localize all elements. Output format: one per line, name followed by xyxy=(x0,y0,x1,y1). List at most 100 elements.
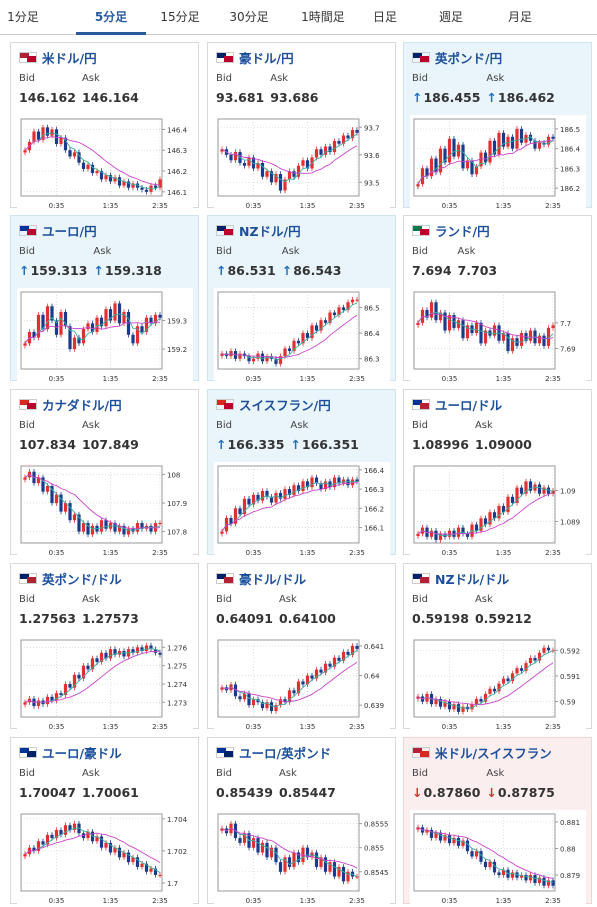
candle-body xyxy=(36,841,41,851)
candle-body xyxy=(533,140,537,149)
pair-title-link[interactable]: 米ドル/スイスフラン xyxy=(412,744,552,761)
ask-label: Ask xyxy=(290,420,309,431)
price-chart[interactable]: 7.7 7.69 0:35 1:35 2:35 xyxy=(410,288,586,387)
pair-title-link[interactable]: ランド/円 xyxy=(412,222,490,239)
price-chart[interactable]: 1.09 1.089 0:35 1:35 2:35 xyxy=(410,462,586,561)
price-chart[interactable]: 0.592 0.591 0.59 0:35 1:35 2:35 xyxy=(410,636,586,735)
pair-title-link[interactable]: 英ポンド/円 xyxy=(412,49,502,66)
rate-card[interactable]: 米ドル/スイスフラン Bid Ask ↓0.87860 ↓0.87875 0.881 0.8… xyxy=(403,737,592,907)
pair-title-link[interactable]: ユーロ/ドル xyxy=(412,396,502,413)
y-tick-label: 159.3 xyxy=(167,318,187,326)
candle-body xyxy=(528,875,533,881)
tab-timeframe[interactable]: 日足 xyxy=(372,10,397,24)
pair-title-link[interactable]: ユーロ/豪ドル xyxy=(19,744,122,761)
rate-card[interactable]: 英ポンド/ドル Bid Ask 1.27563 1.27573 1.276 1.275 1.2… xyxy=(10,563,199,735)
price-chart[interactable]: 146.4 146.3 146.2 146.1 0:35 1:35 2:35 xyxy=(17,115,193,214)
y-tick-label: 107.9 xyxy=(167,500,187,508)
tab-timeframe[interactable]: 月足 xyxy=(507,10,532,24)
candle-body xyxy=(59,693,63,695)
candle-body xyxy=(461,320,465,339)
rate-card[interactable]: ユーロ/英ポンド Bid Ask 0.85439 0.85447 0.8555 0.855 0… xyxy=(207,737,396,907)
price-chart[interactable]: 0.881 0.88 0.879 0:35 1:35 2:35 xyxy=(410,810,586,907)
y-tick-label: 146.2 xyxy=(167,168,187,176)
candle-body xyxy=(515,668,519,674)
bid-label: Bid xyxy=(19,594,35,605)
rate-card[interactable]: 豪ドル/円 Bid Ask 93.681 93.686 93.7 93.6 93.5 0:35 1… xyxy=(207,42,396,214)
pair-title-link[interactable]: NZドル/円 xyxy=(216,222,301,239)
price-chart[interactable]: 186.5 186.4 186.3 186.2 0:35 1:35 2:35 xyxy=(410,115,586,214)
x-tick-label: 1:35 xyxy=(300,549,316,557)
candle-body xyxy=(328,146,332,152)
rate-card[interactable]: ユーロ/ドル Bid Ask 1.08996 1.09000 1.09 1.089 0:35 1… xyxy=(403,389,592,561)
candle-body xyxy=(233,152,238,161)
rate-card[interactable]: ランド/円 Bid Ask 7.694 7.703 7.7 7.69 0:35 1:35 2:35 xyxy=(403,215,592,387)
pair-title-link[interactable]: 豪ドル/ドル xyxy=(216,570,306,587)
candle-body xyxy=(314,325,319,331)
candle-body xyxy=(519,875,524,878)
candlestick-chart: 1.09 1.089 0:35 1:35 2:35 xyxy=(413,465,580,557)
y-tick-label: 7.7 xyxy=(560,320,571,328)
pair-title-link[interactable]: カナダドル/円 xyxy=(19,396,122,413)
rate-card[interactable]: ユーロ/豪ドル Bid Ask 1.70047 1.70061 1.704 1.702 1.7… xyxy=(10,737,199,907)
price-chart[interactable]: 1.704 1.702 1.7 0:35 1:35 2:35 xyxy=(17,810,193,907)
rate-card[interactable]: 米ドル/円 Bid Ask 146.162 146.164 146.4 146.3 146.2… xyxy=(10,42,199,214)
pair-title-link[interactable]: スイスフラン/円 xyxy=(216,396,331,413)
candle-body xyxy=(135,857,140,867)
candle-body xyxy=(447,701,452,710)
candle-body xyxy=(72,823,77,831)
ask-price: 166.351 xyxy=(301,437,359,452)
price-chart[interactable]: 0.8555 0.855 0.8545 0:35 1:35 2:35 xyxy=(214,810,390,907)
tab-timeframe[interactable]: 15分足 xyxy=(160,10,200,24)
pair-title-link[interactable]: 豪ドル/円 xyxy=(216,49,294,66)
tab-timeframe[interactable]: 30分足 xyxy=(229,10,269,24)
candle-body xyxy=(465,533,470,537)
pair-title-link[interactable]: 米ドル/円 xyxy=(19,49,97,66)
price-chart[interactable]: 159.3 159.2 0:35 1:35 2:35 xyxy=(17,288,193,387)
candle-body xyxy=(296,485,301,492)
ask-price: 0.85447 xyxy=(278,785,336,800)
candle-body xyxy=(483,861,488,868)
price-chart[interactable]: 166.4 166.3 166.2 166.1 0:35 1:35 2:35 xyxy=(214,462,390,561)
rate-card[interactable]: 豪ドル/ドル Bid Ask 0.64091 0.64100 0.641 0.64 0.639… xyxy=(207,563,396,735)
candle-body xyxy=(438,699,443,707)
pair-title-link[interactable]: ユーロ/英ポンド xyxy=(216,744,331,761)
price-chart[interactable]: 108 107.9 107.8 0:35 1:35 2:35 xyxy=(17,462,193,561)
tab-timeframe[interactable]: 1分足 xyxy=(7,10,39,24)
candle-body xyxy=(144,189,149,192)
candle-body xyxy=(519,128,524,143)
tab-timeframe[interactable]: 5分足 xyxy=(76,0,146,35)
price-chart[interactable]: 86.5 86.4 86.3 0:35 1:35 2:35 xyxy=(214,288,390,387)
rate-card[interactable]: NZドル/ドル Bid Ask 0.59198 0.59212 0.592 0.591 0.5… xyxy=(403,563,592,735)
rate-card[interactable]: カナダドル/円 Bid Ask 107.834 107.849 108 107.9 107.8… xyxy=(10,389,199,561)
rate-card[interactable]: NZドル/円 Bid Ask ↑86.531 ↑86.543 86.5 86.4 86.3 0:… xyxy=(207,215,396,387)
candle-body xyxy=(524,875,528,881)
candle-body xyxy=(350,645,355,655)
tab-timeframe[interactable]: 1時間足 xyxy=(301,10,345,24)
pair-title-link[interactable]: NZドル/ドル xyxy=(412,570,509,587)
pair-title-link[interactable]: ユーロ/円 xyxy=(19,222,97,239)
candle-body xyxy=(296,340,301,344)
arrow-up-icon: ↑ xyxy=(93,263,104,278)
candle-body xyxy=(104,175,108,180)
candle-body xyxy=(149,317,153,324)
price-chart[interactable]: 1.276 1.275 1.274 1.273 0:35 1:35 2:35 xyxy=(17,636,193,735)
bid-label: Bid xyxy=(412,768,428,779)
rate-card[interactable]: 英ポンド/円 Bid Ask ↑186.455 ↑186.462 186.5 186.4 18… xyxy=(403,42,592,214)
pair-title-link[interactable]: 英ポンド/ドル xyxy=(19,570,122,587)
price-chart[interactable]: 0.641 0.64 0.639 0:35 1:35 2:35 xyxy=(214,636,390,735)
rate-card[interactable]: ユーロ/円 Bid Ask ↑159.313 ↑159.318 159.3 159.2 0:3… xyxy=(10,215,199,387)
rate-card[interactable]: スイスフラン/円 Bid Ask ↑166.335 ↑166.351 166.4 166.3… xyxy=(207,389,396,561)
bid-value: 107.834 xyxy=(19,437,76,452)
bid-price: 1.70047 xyxy=(19,785,76,800)
tab-timeframe[interactable]: 週足 xyxy=(438,10,463,24)
candle-body xyxy=(551,880,555,886)
candle-body xyxy=(465,840,470,852)
bid-label: Bid xyxy=(412,594,428,605)
y-tick-label: 166.4 xyxy=(364,467,385,475)
candle-body xyxy=(36,131,41,140)
price-chart[interactable]: 93.7 93.6 93.5 0:35 1:35 2:35 xyxy=(214,115,390,214)
candle-body xyxy=(265,491,269,497)
candle-body xyxy=(122,852,126,858)
candle-body xyxy=(86,831,90,839)
candle-body xyxy=(144,863,149,872)
